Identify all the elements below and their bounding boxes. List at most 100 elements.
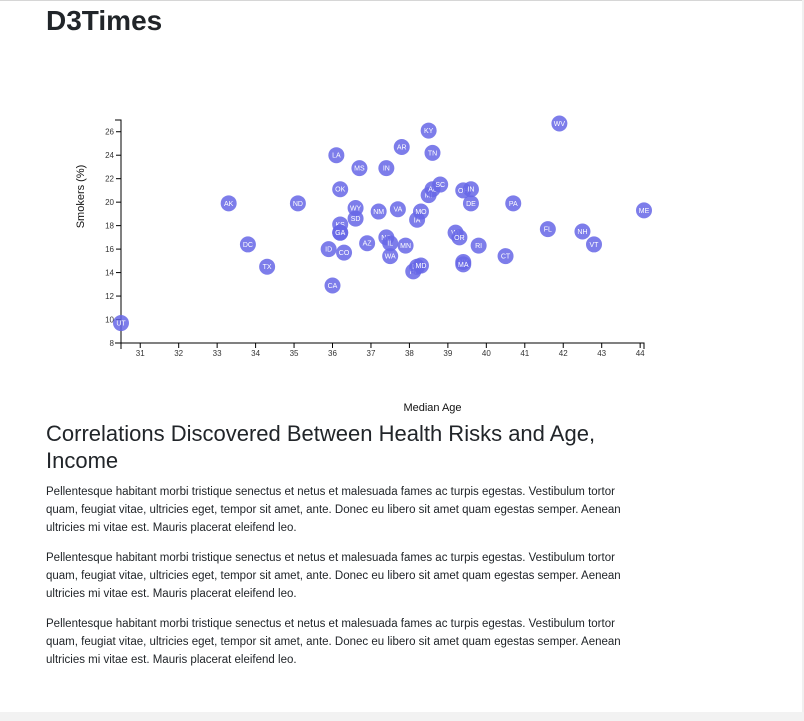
data-point — [382, 248, 399, 265]
data-point — [586, 236, 603, 253]
article-paragraph-2: Pellentesque habitant morbi tristique se… — [46, 552, 621, 600]
data-point-label: AL — [428, 187, 437, 194]
x-tick-label: 35 — [290, 349, 299, 358]
x-tick-label: 32 — [174, 349, 183, 358]
data-point — [359, 235, 376, 252]
data-point — [393, 138, 410, 155]
data-point-label: LA — [332, 153, 341, 160]
data-point-label: IN — [383, 166, 390, 173]
data-point-label: MS — [354, 166, 365, 173]
y-tick-label: 16 — [105, 245, 114, 254]
x-tick-label: 37 — [367, 349, 376, 358]
data-point — [289, 195, 306, 212]
data-point-label: MA — [458, 262, 469, 269]
data-point — [432, 176, 449, 193]
data-point — [397, 237, 414, 254]
x-axis-line — [120, 342, 645, 349]
top-border — [0, 0, 804, 1]
page-title: D3Times — [46, 5, 163, 36]
data-point-label: IL — [387, 241, 393, 248]
x-tick-label: 39 — [443, 349, 452, 358]
article-paragraph-1: Pellentesque habitant morbi tristique se… — [46, 486, 621, 534]
data-point-label: VA — [393, 207, 402, 214]
data-point-label: WY — [350, 206, 362, 213]
y-axis-line — [115, 119, 122, 344]
data-point-label: UT — [116, 321, 126, 328]
y-tick-label: 22 — [105, 175, 114, 184]
data-point-label: CA — [328, 283, 338, 290]
x-axis-label: Median Age — [403, 402, 461, 414]
y-tick-label: 14 — [105, 269, 114, 278]
data-point-label: OR — [454, 235, 465, 242]
data-point — [497, 248, 514, 265]
data-point-label: TX — [263, 264, 272, 271]
data-point — [470, 237, 487, 254]
data-point — [451, 229, 468, 246]
data-point — [332, 224, 349, 241]
x-tick-label: 40 — [482, 349, 491, 358]
data-point-label: GA — [335, 230, 345, 237]
data-point — [259, 258, 276, 275]
data-point — [382, 235, 399, 252]
data-point — [462, 195, 479, 212]
data-point-label: PA — [509, 201, 518, 208]
x-tick-label: 43 — [597, 349, 606, 358]
data-point — [412, 257, 429, 274]
article-paragraph-3: Pellentesque habitant morbi tristique se… — [46, 618, 621, 666]
x-tick-label: 36 — [328, 349, 337, 358]
x-tick-label: 38 — [405, 349, 414, 358]
y-tick-label: 12 — [105, 292, 114, 301]
y-tick-label: 24 — [105, 151, 114, 160]
data-point-label: AZ — [363, 241, 373, 248]
data-point-label: AR — [397, 144, 407, 151]
data-point-label: VT — [590, 242, 600, 249]
data-point — [370, 203, 387, 220]
data-point-label: CT — [501, 254, 511, 261]
data-point — [332, 181, 349, 198]
data-point — [420, 122, 437, 139]
data-point — [324, 277, 341, 294]
plot-area: 31 32 33 34 35 36 37 38 39 40 41 42 43 44 8 10 12 14 16 18 2… — [105, 115, 652, 358]
y-axis-label: Smokers (%) — [75, 165, 87, 229]
data-point — [220, 195, 237, 212]
y-tick-label: 8 — [110, 339, 115, 348]
x-tick-label: 42 — [559, 349, 568, 358]
data-point — [505, 195, 522, 212]
data-point-label: SD — [351, 216, 361, 223]
x-tick-label: 31 — [136, 349, 145, 358]
data-point — [328, 147, 345, 164]
data-point-label: KY — [424, 128, 434, 135]
data-point — [455, 256, 472, 273]
scatter-svg: 31 32 33 34 35 36 37 38 39 40 41 42 43 44 8 10 12 14 16 18 2… — [75, 115, 652, 414]
data-point-label: WV — [554, 121, 566, 128]
data-point-label: DC — [243, 242, 253, 249]
y-tick-label: 26 — [105, 128, 114, 137]
data-point-label: WA — [385, 254, 396, 261]
data-point — [378, 160, 395, 177]
data-point-label: FL — [544, 227, 552, 234]
data-point-label: DE — [466, 201, 476, 208]
scrollbar-track — [802, 0, 804, 712]
data-point — [389, 201, 406, 218]
data-point — [551, 115, 568, 132]
y-tick-label: 20 — [105, 198, 114, 207]
data-point — [336, 244, 353, 261]
data-point-label: AK — [224, 201, 234, 208]
data-point — [347, 210, 364, 227]
data-point-label: OK — [335, 187, 345, 194]
data-point-label: TN — [428, 150, 437, 157]
data-point-label: ME — [639, 208, 650, 215]
y-tick-label: 10 — [105, 316, 114, 325]
data-point-label: IA — [414, 217, 421, 224]
data-point-label: ID — [325, 247, 332, 254]
x-tick-label: 44 — [636, 349, 645, 358]
data-point — [424, 144, 441, 161]
data-point-label: ND — [293, 201, 303, 208]
data-point-label: MO — [415, 209, 427, 216]
data-point — [636, 202, 652, 219]
data-point — [412, 203, 429, 220]
bottom-band — [0, 712, 804, 721]
data-point — [351, 160, 368, 177]
data-point — [539, 221, 556, 238]
data-point-label: NH — [577, 229, 587, 236]
